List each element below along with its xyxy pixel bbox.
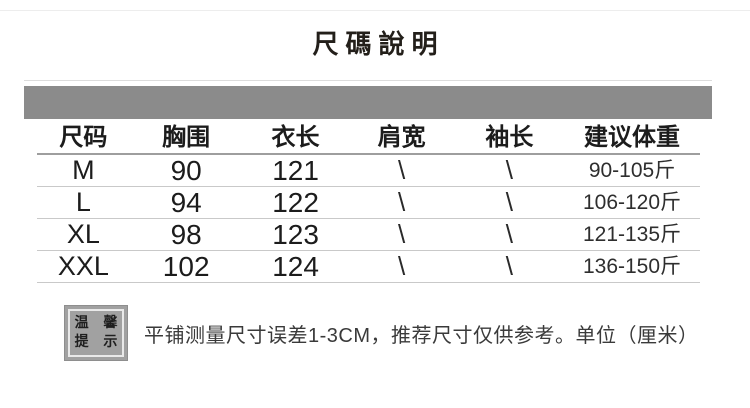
cell-shoulder: \ — [398, 187, 406, 217]
header-cell-sleeve: 袖长 — [485, 123, 534, 151]
cell-weight: 121-135斤 — [582, 223, 682, 246]
table-header-row: 尺码 胸围 衣长 肩宽 袖长 建议体重 — [37, 121, 700, 155]
cell-weight: 90-105斤 — [588, 159, 676, 182]
cell-sleeve: \ — [505, 251, 513, 281]
table-row-m: M 90 121 \ \ 90-105斤 — [37, 155, 700, 187]
cell-weight: 106-120斤 — [582, 191, 682, 214]
top-divider-line — [0, 10, 750, 11]
page-title: 尺碼說明 — [312, 30, 445, 60]
header-cell-bust: 胸围 — [162, 123, 211, 151]
cell-bust: 90 — [170, 155, 202, 186]
warm-tips-badge: 温 馨 提 示 — [64, 305, 128, 361]
cell-shoulder: \ — [398, 155, 406, 185]
badge-line-2: 提 示 — [74, 334, 123, 350]
cell-length: 121 — [272, 155, 319, 186]
cell-size: XXL — [57, 251, 109, 281]
cell-sleeve: \ — [505, 187, 513, 217]
header-cell-size: 尺码 — [59, 123, 108, 151]
cell-size: XL — [66, 219, 100, 249]
cell-shoulder: \ — [398, 219, 406, 249]
cell-length: 122 — [272, 187, 319, 218]
header-cell-shoulder: 肩宽 — [377, 123, 426, 151]
cell-length: 123 — [272, 219, 319, 250]
cell-weight: 136-150斤 — [582, 255, 682, 278]
cell-bust: 102 — [162, 251, 210, 282]
cell-size: L — [75, 187, 91, 217]
section-divider-bar — [24, 86, 712, 119]
bar-top-hairline — [24, 80, 712, 81]
cell-sleeve: \ — [505, 155, 513, 185]
cell-sleeve: \ — [505, 219, 513, 249]
cell-length: 124 — [272, 251, 319, 282]
tip-section: 温 馨 提 示 平铺测量尺寸误差1-3CM，推荐尺寸仅供参考。单位（厘米） — [64, 304, 699, 362]
cell-shoulder: \ — [398, 251, 406, 281]
header-cell-length: 衣长 — [271, 123, 320, 151]
measurement-note-text: 平铺测量尺寸误差1-3CM，推荐尺寸仅供参考。单位（厘米） — [144, 324, 699, 347]
header-cell-weight: 建议体重 — [584, 123, 681, 151]
table-row-l: L 94 122 \ \ 106-120斤 — [37, 187, 700, 219]
size-table: 尺码 胸围 衣长 肩宽 袖长 建议体重 M 90 121 \ \ 90-105斤… — [37, 121, 700, 283]
cell-bust: 94 — [170, 187, 202, 218]
badge-line-1: 温 馨 — [74, 315, 123, 331]
cell-bust: 98 — [170, 219, 202, 250]
table-row-xl: XL 98 123 \ \ 121-135斤 — [37, 219, 700, 251]
table-row-xxl: XXL 102 124 \ \ 136-150斤 — [37, 251, 700, 283]
cell-size: M — [72, 155, 95, 185]
